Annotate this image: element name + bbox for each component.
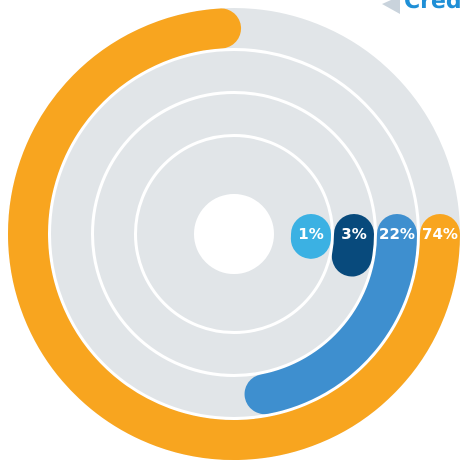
value-label: 74% [422,225,458,243]
ring-separator [134,134,334,334]
ring-separator [91,91,377,377]
chart-title: Cred [404,0,462,14]
ring-separator [48,48,420,420]
arc [8,8,460,460]
value-label: 1% [298,225,323,243]
value-label: 3% [341,225,366,243]
value-label: 22% [379,225,415,243]
title-marker [382,0,400,14]
arc [331,214,374,277]
arc [244,214,417,415]
